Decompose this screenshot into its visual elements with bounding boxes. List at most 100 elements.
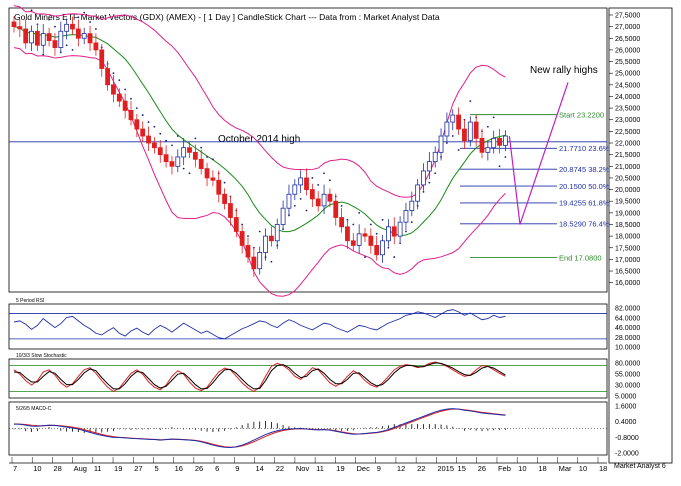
rsi-tick-label: 64.0000 <box>615 315 640 322</box>
trend-dot <box>381 218 384 221</box>
candle-body <box>362 233 368 237</box>
new-rally-annotation: New rally highs <box>530 65 598 76</box>
price-tick-label: 19,0000 <box>615 210 640 217</box>
candle-body <box>374 245 380 256</box>
stoch-tick-label: 30.0000 <box>615 383 640 390</box>
trend-dot <box>399 242 401 245</box>
trend-dot <box>159 132 162 135</box>
candle-body <box>415 184 421 202</box>
trend-dot <box>194 137 197 140</box>
candle-body <box>438 135 444 153</box>
candle-body <box>40 33 46 46</box>
candle-body <box>479 137 485 153</box>
candle-body <box>128 110 134 121</box>
fib-level-label: 19.4255 61.8% <box>559 199 610 208</box>
candle-body <box>333 200 339 218</box>
candle-body <box>175 156 181 167</box>
trend-dot <box>293 204 296 207</box>
trend-dot <box>188 172 191 175</box>
candle-body <box>116 93 122 102</box>
candle-body <box>380 240 385 256</box>
trend-dot <box>30 9 33 12</box>
stochastic-panel-label: 10/3/3 Slow Stochastic <box>16 353 67 359</box>
time-axis-label: Feb <box>498 464 511 473</box>
trend-dot <box>147 121 150 123</box>
time-axis-label: 7 <box>13 464 17 473</box>
trend-dot <box>247 235 249 238</box>
candle-body <box>485 147 491 153</box>
time-axis-label: 5 <box>154 464 158 473</box>
trend-dot <box>428 181 431 184</box>
macd-tick-label: 1.6000 <box>615 404 637 411</box>
candle-body <box>456 114 462 130</box>
candle-body <box>151 142 157 149</box>
panel-frame-rsi <box>8 303 608 350</box>
candle-body <box>11 21 17 28</box>
price-tick-label: 17,5000 <box>615 245 640 252</box>
candle-body <box>263 235 268 253</box>
fib-level-label: 20.1500 50.0% <box>559 182 610 191</box>
price-tick-label: 25,0000 <box>615 71 640 78</box>
candle-body <box>46 33 52 41</box>
rsi-line <box>13 309 506 340</box>
candle-body <box>298 177 304 186</box>
candle-body <box>368 235 374 246</box>
trend-dot <box>212 158 214 161</box>
candle-body <box>309 189 315 200</box>
candle-body <box>257 252 263 270</box>
fib-level-label: 20.8745 38.2% <box>559 165 610 174</box>
trend-dot <box>387 246 390 249</box>
price-tick-label: 23,5000 <box>615 106 640 113</box>
candle-body <box>426 161 432 172</box>
rsi-tick-label: 46.0000 <box>615 325 640 332</box>
time-axis-label: 28 <box>53 464 61 473</box>
candle-body <box>239 231 245 246</box>
trend-dot <box>241 223 244 226</box>
time-axis-label: 6 <box>215 464 219 473</box>
candle-body <box>52 40 58 48</box>
time-axis-label: 26 <box>195 464 203 473</box>
macd-tick-label: -0.8000 <box>615 435 639 442</box>
price-tick-label: 27,5000 <box>615 12 640 19</box>
trend-dot <box>358 211 361 214</box>
candle-body <box>473 121 479 139</box>
stoch-tick-label: 55.0000 <box>615 372 640 379</box>
price-tick-label: 24,0000 <box>615 94 640 101</box>
trend-dot <box>77 16 80 19</box>
candle-body <box>93 42 99 51</box>
trend-dot <box>311 177 314 179</box>
candle-body <box>391 226 397 237</box>
candle-body <box>432 151 438 163</box>
candle-body <box>502 135 508 146</box>
trend-dot <box>182 167 185 170</box>
trend-dot <box>369 223 372 226</box>
trend-dot <box>71 49 74 51</box>
trend-dot <box>352 223 355 226</box>
price-tick-label: 21,5000 <box>615 152 640 159</box>
trend-dot <box>124 88 127 91</box>
candle-body <box>274 224 280 242</box>
candle-body <box>356 233 362 246</box>
candle-body <box>491 137 497 149</box>
panel-frame-main <box>8 7 608 293</box>
candle-body <box>23 28 29 44</box>
trend-dot <box>171 144 173 147</box>
candle-body <box>35 30 40 46</box>
candle-body <box>64 23 70 32</box>
time-axis-label: 22 <box>276 464 284 473</box>
time-axis-label: 15 <box>458 464 466 473</box>
candle-body <box>245 245 251 258</box>
candle-body <box>251 256 257 270</box>
rsi-tick-label: 28.0000 <box>615 335 640 342</box>
fib-level-label: End 17.0800 <box>559 253 602 262</box>
trend-dot <box>165 139 168 142</box>
candle-body <box>321 193 327 207</box>
candle-body <box>163 154 169 163</box>
candle-body <box>350 240 356 246</box>
candle-body <box>81 33 87 39</box>
trend-dot <box>340 204 343 207</box>
candle-body <box>304 177 309 190</box>
trend-dot <box>118 79 121 82</box>
